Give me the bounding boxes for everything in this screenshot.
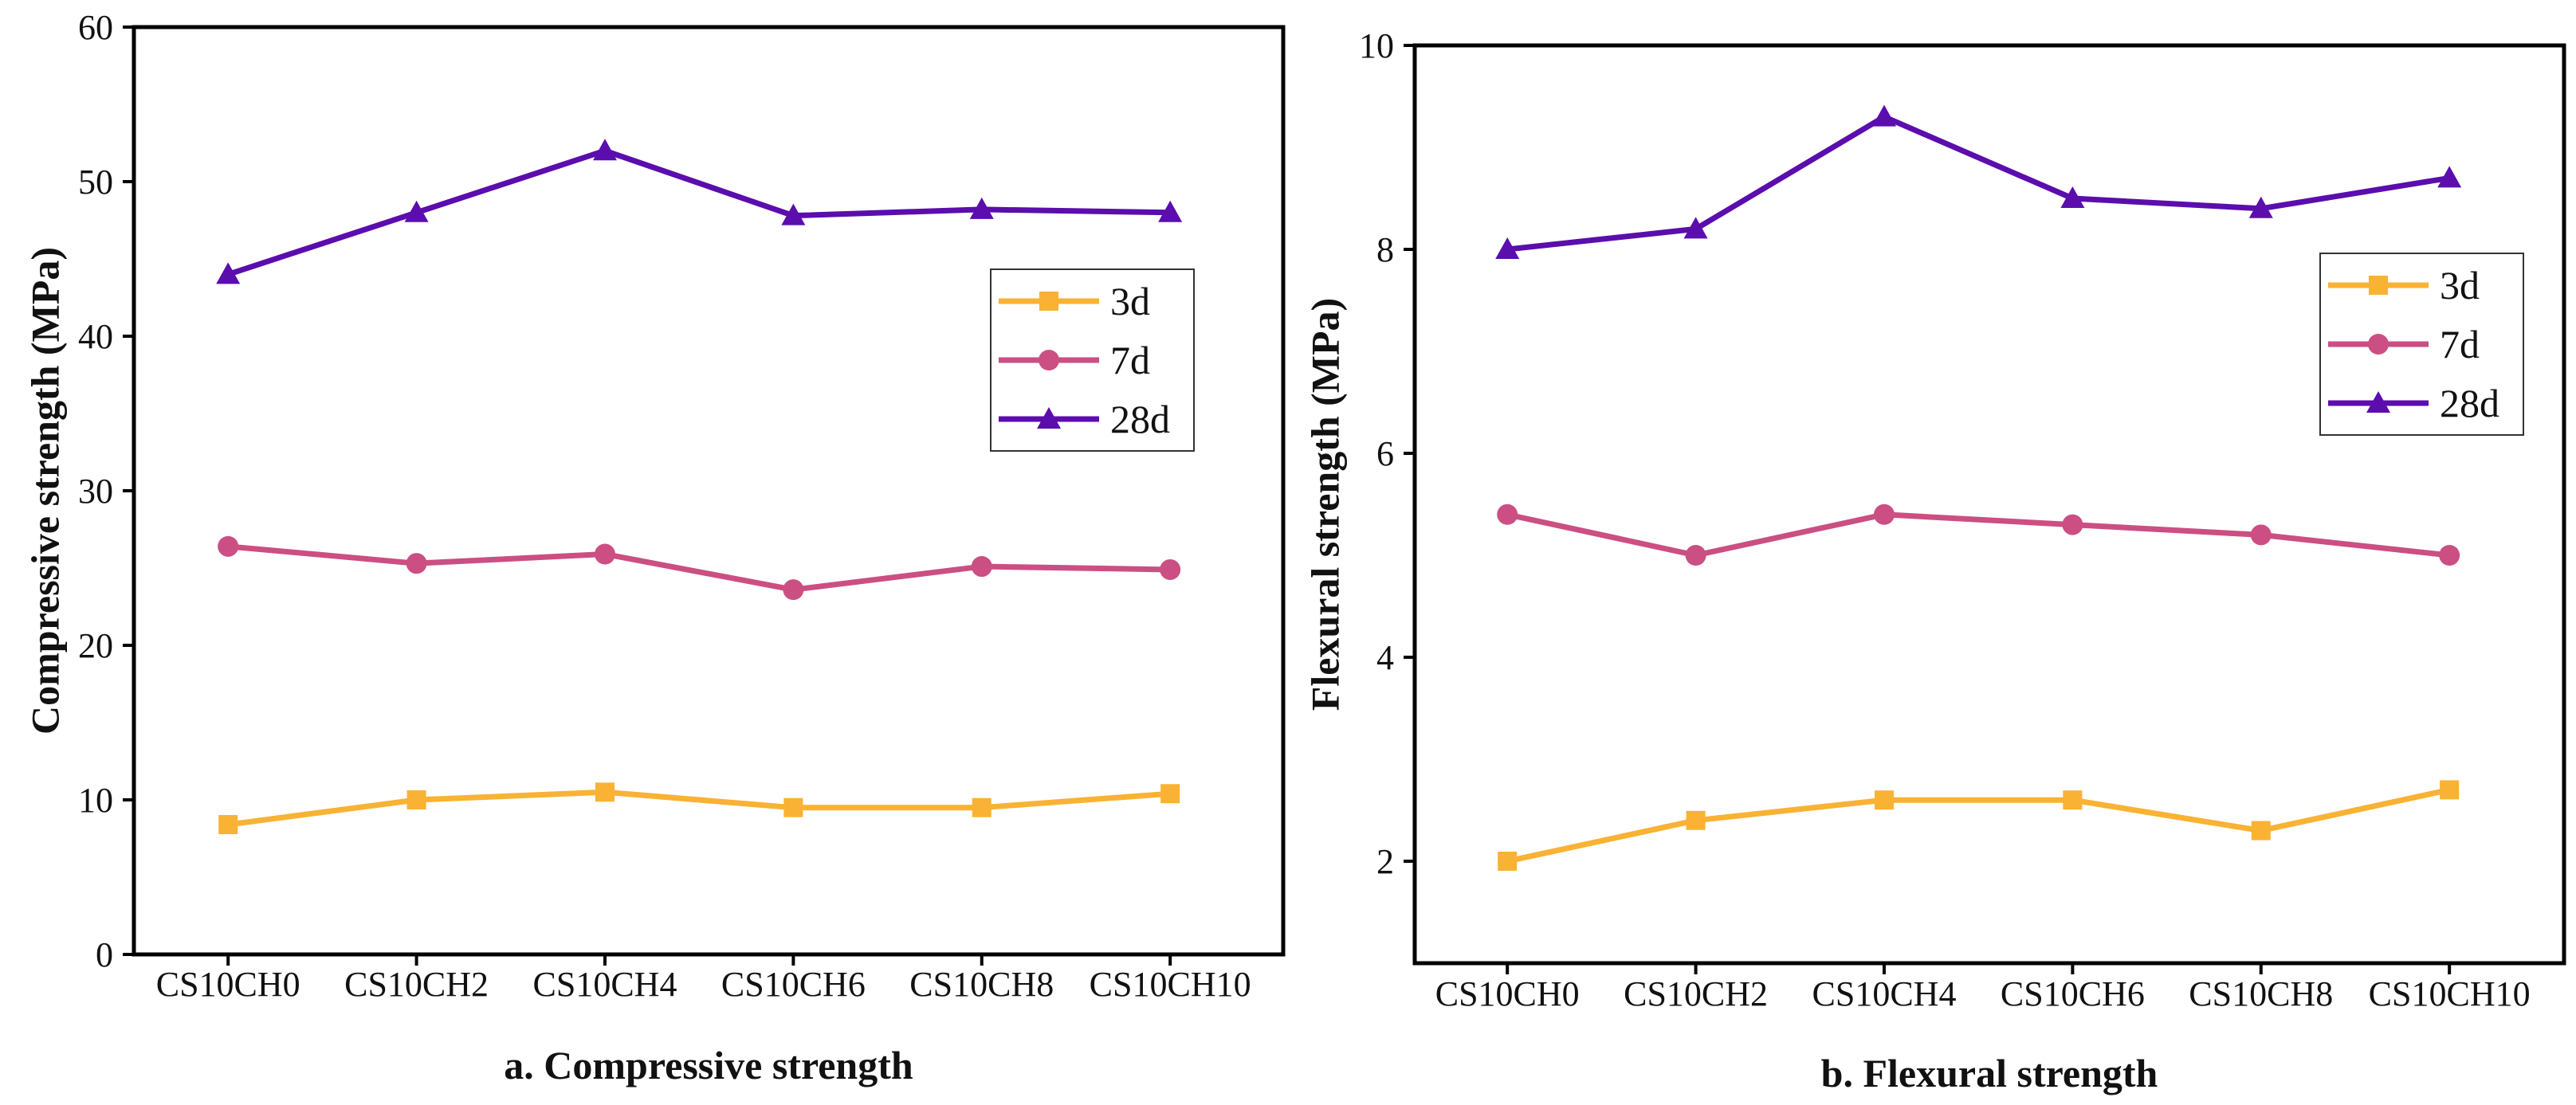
legend-marker [1039,292,1058,311]
chart-caption: b. Flexural strength [1821,1051,2158,1095]
y-tick-label: 6 [1376,434,1394,473]
data-point [1873,504,1895,525]
legend-marker [2366,391,2390,413]
data-point [2060,186,2085,208]
series-3d [1498,780,2460,871]
legend-label: 7d [2440,322,2480,366]
series-line [1506,786,2450,864]
data-point [404,200,429,222]
legend-marker [1039,350,1059,370]
y-axis-title: Flexural strength (MPa) [1302,298,1347,711]
y-tick-label: 2 [1376,842,1394,881]
x-tick-label: CS10CH2 [1624,974,1768,1013]
data-point [1871,104,1896,127]
data-point [1160,558,1181,580]
series-line [227,789,1171,828]
series-3d [218,782,1180,835]
y-tick-label: 50 [78,163,113,202]
x-tick-label: CS10CH2 [344,965,489,1004]
series-line [1506,511,2450,558]
x-tick-label: CS10CH8 [909,965,1054,1004]
x-tick-label: CS10CH0 [1435,974,1580,1013]
series-line [227,147,1171,277]
series-7d [218,535,1181,601]
x-tick-label: CS10CH4 [533,965,677,1004]
data-point [218,815,238,835]
data-point [1683,217,1708,239]
data-point [1498,852,1518,871]
chart-flexural: 2 4 6 8 10 CS10CH0 CS10CH2 CS10CH4 CS10CH6 CS10CH… [1302,26,2566,1095]
data-point [2062,514,2083,535]
x-tick-label: CS10CH0 [156,965,300,1004]
data-point [783,579,804,601]
chart-compressive: 0 10 20 30 40 50 60 CS10CH0 CS10CH2 CS10CH4 CS10CH… [22,8,1286,1087]
data-point [2439,545,2460,566]
chart-caption: a. Compressive strength [504,1043,913,1087]
legend-marker [2368,334,2389,355]
data-point [2250,524,2272,546]
y-tick-label: 10 [78,781,113,820]
x-tick-label: CS10CH8 [2189,974,2333,1013]
x-tick-label: CS10CH10 [1090,965,1251,1004]
data-point [971,556,992,578]
y-tick-label: 20 [78,626,113,665]
data-point [592,139,617,161]
y-tick-label: 60 [78,8,113,47]
legend-label: 28d [1110,397,1170,441]
x-tick-label: CS10CH6 [721,965,866,1004]
series-28d [1495,104,2462,259]
legend: 3d 7d 28d [990,268,1195,452]
x-tick-label: CS10CH10 [2369,974,2531,1013]
data-point [406,790,426,809]
series-line [227,543,1171,593]
plot-frame [1412,43,2566,966]
data-point [2251,821,2271,841]
legend-label: 3d [2440,263,2480,308]
data-point [972,797,992,817]
x-tick-label: CS10CH6 [2001,974,2145,1013]
data-point [2063,790,2083,810]
legend-label: 3d [1110,279,1150,323]
legend: 3d 7d 28d [2319,253,2524,436]
legend-label: 7d [1110,338,1150,382]
data-point [1160,784,1180,804]
series-7d [1497,504,2460,566]
legend-marker [2369,276,2388,295]
y-tick-label: 8 [1376,230,1394,269]
y-tick-label: 4 [1376,638,1394,677]
legend-marker [1037,407,1061,429]
series-line [1506,114,2450,253]
data-point [1497,504,1518,525]
y-tick-label: 10 [1359,26,1394,65]
data-point [2248,196,2273,218]
data-point [969,197,994,219]
series-28d [216,139,1183,284]
data-point [1874,790,1894,810]
data-point [594,543,615,565]
y-axis-title: Compressive strength (MPa) [22,247,67,735]
y-tick-label: 0 [96,935,113,974]
data-point [1158,200,1183,222]
data-point [216,262,241,284]
y-tick-label: 30 [78,472,113,511]
data-point [2437,166,2462,188]
data-point [218,535,239,557]
data-point [1686,810,1706,830]
y-tick-label: 40 [78,317,113,356]
x-tick-label: CS10CH4 [1812,974,1957,1013]
data-point [595,782,615,802]
data-point [783,797,803,817]
data-point [406,553,427,574]
legend-label: 28d [2440,381,2499,425]
data-point [1495,237,1520,259]
data-point [781,203,806,225]
data-point [1685,545,1706,566]
data-point [2440,780,2460,800]
